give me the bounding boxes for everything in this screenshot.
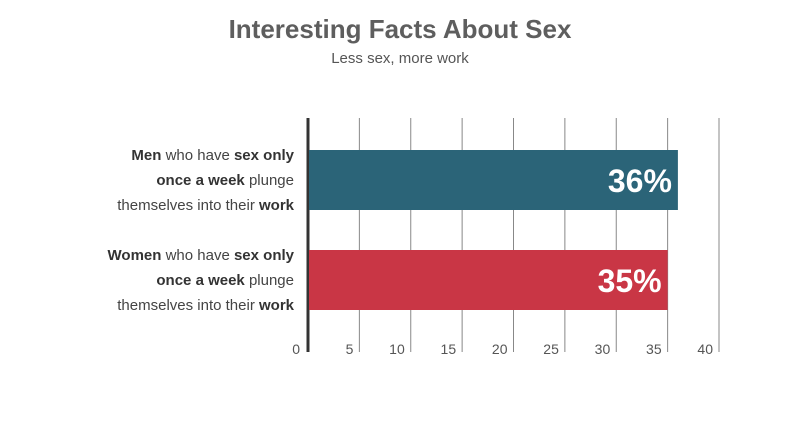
category-label-text: who have bbox=[161, 147, 234, 164]
category-label-emphasis: Men bbox=[131, 147, 162, 164]
category-label-men: Men who have sex only once a week plunge t… bbox=[20, 143, 294, 218]
category-label-text: plunge bbox=[244, 272, 294, 289]
x-tick-label: 0 bbox=[292, 341, 300, 357]
category-label-women: Women who have sex only once a week plung… bbox=[20, 243, 294, 318]
category-label-text: who have bbox=[161, 247, 234, 264]
bar bbox=[309, 150, 678, 210]
x-tick-label: 35 bbox=[646, 341, 662, 357]
category-label-emphasis: once a week bbox=[156, 172, 245, 189]
bars: 36% 35% bbox=[309, 150, 678, 310]
x-tick-label: 40 bbox=[697, 341, 713, 357]
category-label-emphasis: work bbox=[258, 297, 294, 314]
x-tick-label: 15 bbox=[441, 341, 457, 357]
chart-subtitle: Less sex, more work bbox=[331, 50, 469, 67]
category-label-emphasis: sex only bbox=[233, 247, 294, 264]
x-tick-label: 25 bbox=[543, 341, 559, 357]
data-label: 36% bbox=[608, 163, 672, 199]
x-tick-label: 20 bbox=[492, 341, 508, 357]
bar bbox=[309, 250, 668, 310]
category-label-text: themselves into their bbox=[117, 197, 259, 214]
x-tick-label: 5 bbox=[346, 341, 354, 357]
category-label-emphasis: Women bbox=[107, 247, 162, 264]
category-label-emphasis: once a week bbox=[156, 272, 245, 289]
category-label-text: themselves into their bbox=[117, 297, 259, 314]
category-label-text: plunge bbox=[244, 172, 294, 189]
x-tick-label: 10 bbox=[389, 341, 405, 357]
data-label: 35% bbox=[598, 263, 662, 299]
category-label-emphasis: sex only bbox=[233, 147, 294, 164]
category-label-emphasis: work bbox=[258, 197, 294, 214]
x-tick-labels: 0 5 10 15 20 25 30 35 40 bbox=[292, 341, 713, 357]
chart-title: Interesting Facts About Sex bbox=[228, 14, 572, 44]
x-tick-label: 30 bbox=[595, 341, 611, 357]
